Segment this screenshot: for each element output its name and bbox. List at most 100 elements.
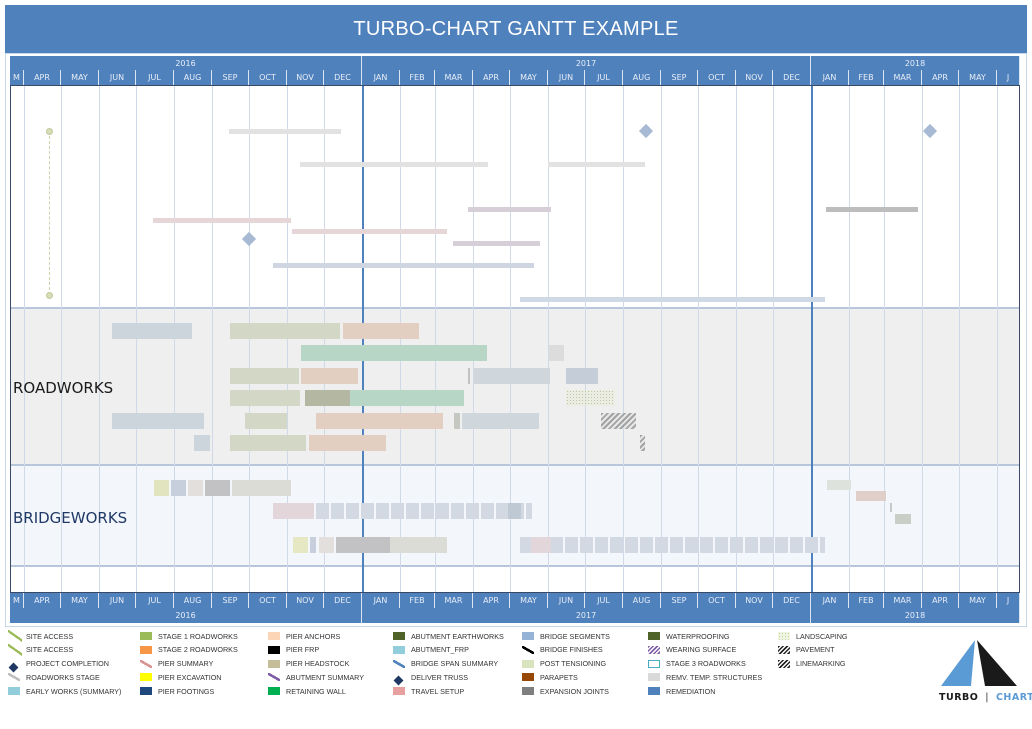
bridgeworks-task-bar[interactable] [154,480,169,496]
roadworks-task-bar[interactable] [301,345,487,361]
site-access-end-icon[interactable] [46,292,53,299]
month-label: AUG [174,70,212,85]
summary-bar[interactable] [453,241,540,246]
bridgeworks-task-bar[interactable] [205,480,230,496]
month-gridline [136,86,137,592]
legend-label: RETAINING WALL [286,686,346,696]
month-label: AUG [623,593,661,608]
legend-swatch [648,645,660,654]
summary-bar[interactable] [468,207,551,212]
legend-swatch [778,632,790,640]
legend-swatch [778,645,790,654]
month-label: SEP [661,70,698,85]
month-label: MAY [510,593,548,608]
month-gridline [473,86,474,592]
roadworks-task-bar[interactable] [230,323,340,339]
legend-item: REMV. TEMP. STRUCTURES [648,671,762,683]
roadworks-task-bar[interactable] [245,413,287,429]
summary-bar[interactable] [520,297,825,302]
month-label: JAN [811,70,849,85]
month-gridline [623,86,624,592]
roadworks-task-bar[interactable] [350,390,464,406]
month-label: AUG [623,70,661,85]
legend-label: REMEDIATION [666,686,716,696]
month-label: MAY [959,593,997,608]
legend-swatch [268,659,280,668]
month-label: FEB [400,70,435,85]
bridgeworks-task-bar[interactable] [336,537,390,553]
pavement-bar[interactable] [601,413,636,429]
roadworks-task-bar[interactable] [112,413,204,429]
roadworks-task-bar[interactable] [343,323,419,339]
bridgeworks-task-bar[interactable] [390,537,447,553]
summary-bar[interactable] [273,263,534,268]
legend-label: WATERPROOFING [666,631,730,641]
month-gridline [212,86,213,592]
bridgeworks-task-bar[interactable] [273,503,314,519]
legend-item: PAVEMENT [778,644,834,656]
summary-bar[interactable] [292,229,447,234]
month-gridline [400,86,401,592]
roadworks-task-bar[interactable] [468,368,470,384]
roadworks-task-bar[interactable] [316,413,443,429]
summary-bar[interactable] [229,129,341,134]
month-label: SEP [212,593,249,608]
legend-label: POST TENSIONING [540,659,607,669]
year-label: 2018 [811,608,1020,623]
legend-label: SITE ACCESS [26,645,74,655]
roadworks-task-bar[interactable] [230,435,306,451]
month-label: DEC [324,70,362,85]
summary-bar[interactable] [153,218,291,223]
summary-bar[interactable] [826,207,918,212]
bridgeworks-task-bar[interactable] [188,480,203,496]
legend-label: ABUTMENT SUMMARY [286,672,365,682]
roadworks-task-bar[interactable] [305,390,350,406]
roadworks-task-bar[interactable] [454,413,460,429]
bridgeworks-task-bar[interactable] [531,537,551,553]
legend-item: WEARING SURFACE [648,644,736,656]
roadworks-task-bar[interactable] [230,368,299,384]
chart-title: TURBO-CHART GANTT EXAMPLE [5,5,1027,53]
month-label: J [997,70,1020,85]
month-gridline [174,86,175,592]
bridgeworks-task-bar[interactable] [171,480,186,496]
linemarking-bar[interactable] [640,435,645,451]
bridgeworks-task-bar[interactable] [520,537,825,553]
bridgeworks-task-bar[interactable] [310,537,316,553]
bridgeworks-task-bar[interactable] [316,503,532,519]
bridgeworks-task-bar[interactable] [890,503,892,512]
legend-swatch [393,687,405,696]
bridgeworks-task-bar[interactable] [895,514,911,524]
roadworks-task-bar[interactable] [462,413,539,429]
bridgeworks-task-bar[interactable] [232,480,291,496]
roadworks-task-bar[interactable] [474,368,550,384]
roadworks-task-bar[interactable] [301,368,358,384]
bridgeworks-task-bar[interactable] [856,491,886,501]
section-label-bridgeworks: BRIDGEWORKS [13,509,128,527]
legend-item: EARLY WORKS (SUMMARY) [8,685,121,697]
roadworks-task-bar[interactable] [549,345,564,361]
roadworks-task-bar[interactable] [230,390,300,406]
bridgeworks-task-bar[interactable] [827,480,851,490]
roadworks-task-bar[interactable] [112,323,192,339]
legend-label: PIER HEADSTOCK [286,659,350,669]
summary-bar[interactable] [300,162,488,167]
month-label: JUN [548,70,585,85]
roadworks-task-bar[interactable] [566,368,598,384]
bridgeworks-task-bar[interactable] [319,537,334,553]
legend-label: WEARING SURFACE [666,645,737,655]
bottom-month-axis: M APR MAY JUN JUL AUG SEP OCT NOV DEC JAN FEB MAR APR… [10,593,1020,608]
month-gridline [849,86,850,592]
landscaping-bar[interactable] [566,390,615,406]
bridgeworks-task-bar[interactable] [508,503,521,519]
month-gridline [661,86,662,592]
roadworks-task-bar[interactable] [309,435,386,451]
bridgeworks-task-bar[interactable] [293,537,308,553]
roadworks-task-bar[interactable] [194,435,210,451]
month-gridline [922,86,923,592]
month-gridline [736,86,737,592]
summary-bar[interactable] [548,162,645,167]
legend-label: SITE ACCESS [26,631,74,641]
site-access-start-icon[interactable] [46,128,53,135]
month-label: FEB [400,593,435,608]
